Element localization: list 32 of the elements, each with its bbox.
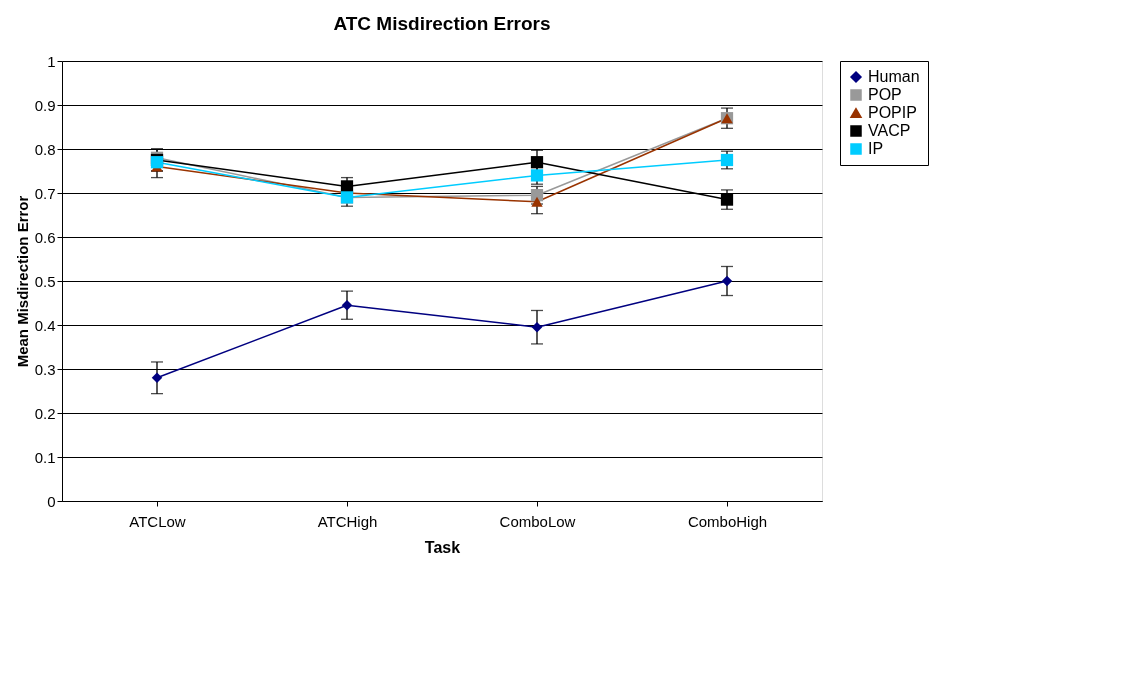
- legend-label: IP: [868, 140, 884, 157]
- x-tick-label: ComboLow: [499, 512, 576, 530]
- point: [530, 189, 544, 202]
- point: [151, 372, 163, 384]
- x-tick-label: ComboHigh: [687, 512, 768, 530]
- legend-label: POPIP: [868, 104, 917, 121]
- point: [721, 275, 733, 287]
- point: [530, 169, 544, 182]
- y-tick-label: 0: [47, 492, 56, 510]
- legend-label: VACP: [868, 122, 911, 139]
- y-tick-label: 0.8: [34, 140, 56, 158]
- y-tick-label: 0.3: [34, 360, 56, 378]
- x-axis-title: Task: [424, 538, 461, 556]
- x-tick-label: ATCLow: [129, 512, 186, 530]
- y-tick-label: 0.2: [34, 404, 56, 422]
- y-tick-label: 0.9: [34, 96, 56, 114]
- y-tick-label: 0.5: [34, 272, 56, 290]
- y-tick-label: 0.4: [34, 316, 56, 334]
- x-tick-label: ATCHigh: [317, 512, 378, 530]
- point: [720, 193, 734, 206]
- legend-label: POP: [868, 86, 902, 103]
- y-tick-label: 1: [47, 52, 56, 70]
- chart-title: ATC Misdirection Errors: [333, 13, 551, 34]
- point: [531, 321, 543, 333]
- legend-label: Human: [868, 68, 920, 85]
- point: [531, 196, 543, 207]
- point: [530, 156, 544, 169]
- point: [341, 299, 353, 311]
- y-tick-label: 0.6: [34, 228, 56, 246]
- y-axis-title: Mean Misdirection Error: [13, 195, 31, 368]
- y-tick-label: 0.1: [34, 448, 56, 466]
- y-tick-label: 0.7: [34, 184, 56, 202]
